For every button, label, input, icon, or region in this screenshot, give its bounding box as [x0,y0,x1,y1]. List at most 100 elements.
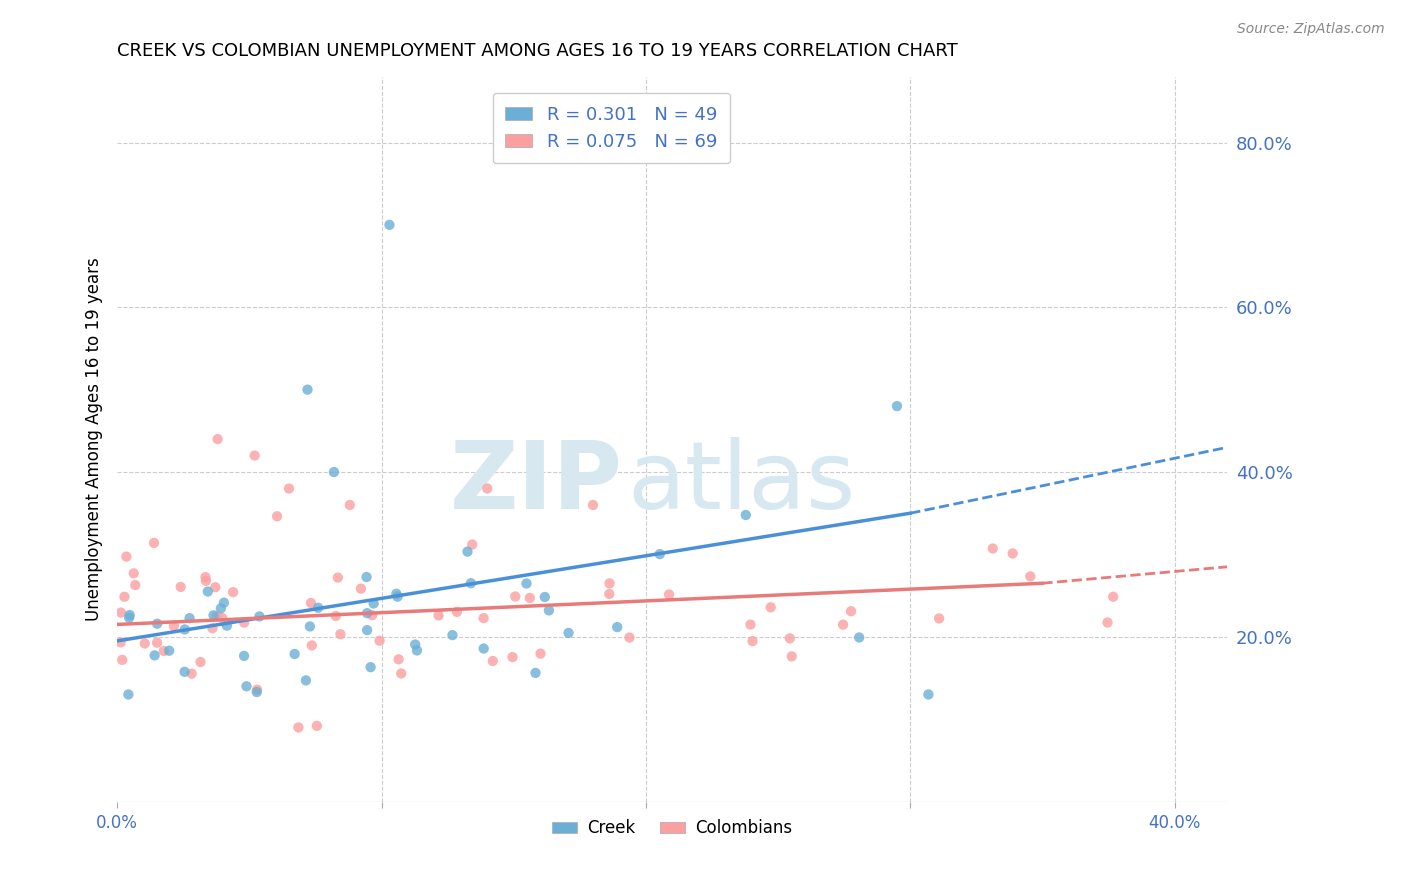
Point [1102,590,1125,604]
Point [246,682,269,697]
Point [146,616,169,631]
Point [1001,546,1024,560]
Point [170,580,193,594]
Point [503,590,526,604]
Point [832,617,855,632]
Point [173,665,195,679]
Point [194,574,217,588]
Point [211,611,233,625]
Point [515,576,537,591]
Point [143,648,166,663]
Point [582,498,605,512]
Text: CREEK VS COLOMBIAN UNEMPLOYMENT AMONG AGES 16 TO 19 YEARS CORRELATION CHART: CREEK VS COLOMBIAN UNEMPLOYMENT AMONG AG… [117,42,957,60]
Point [356,623,378,637]
Point [194,570,217,584]
Point [305,719,328,733]
Point [301,639,323,653]
Point [180,666,202,681]
Point [307,600,329,615]
Point [389,666,412,681]
Point [297,383,319,397]
Point [325,609,347,624]
Point [780,649,803,664]
Point [472,611,495,625]
Point [153,644,176,658]
Point [482,654,505,668]
Point [404,638,426,652]
Point [146,635,169,649]
Point [928,611,950,625]
Point [243,449,266,463]
Point [233,648,256,663]
Point [917,688,939,702]
Point [740,617,762,632]
Point [233,615,256,630]
Point [387,590,409,604]
Point [461,537,484,551]
Point [472,641,495,656]
Point [1097,615,1119,630]
Text: ZIP: ZIP [450,436,623,529]
Point [734,508,756,522]
Point [284,647,307,661]
Point [457,544,479,558]
Point [557,626,579,640]
Point [839,604,862,618]
Point [329,627,352,641]
Point [204,580,226,594]
Point [249,609,271,624]
Point [606,620,628,634]
Legend: Creek, Colombians: Creek, Colombians [546,813,799,844]
Point [378,218,401,232]
Point [361,608,384,623]
Point [118,611,141,625]
Point [110,635,132,649]
Point [157,643,180,657]
Point [533,590,555,604]
Point [207,432,229,446]
Point [202,608,225,623]
Point [122,566,145,581]
Point [215,618,238,632]
Point [886,399,908,413]
Point [537,603,560,617]
Text: Source: ZipAtlas.com: Source: ZipAtlas.com [1237,22,1385,37]
Point [524,665,547,680]
Point [201,621,224,635]
Point [173,623,195,637]
Point [446,605,468,619]
Point [741,634,763,648]
Point [205,609,228,624]
Point [1019,569,1042,583]
Point [124,578,146,592]
Point [648,547,671,561]
Point [235,679,257,693]
Point [197,584,219,599]
Point [441,628,464,642]
Point [356,606,378,620]
Point [619,631,641,645]
Point [529,647,551,661]
Point [339,498,361,512]
Point [212,596,235,610]
Point [477,482,499,496]
Point [278,482,301,496]
Point [368,633,391,648]
Point [848,631,870,645]
Point [388,652,411,666]
Point [360,660,382,674]
Point [759,600,782,615]
Point [118,608,141,623]
Point [298,619,321,633]
Point [350,582,373,596]
Point [658,587,681,601]
Point [163,619,186,633]
Point [406,643,429,657]
Point [287,721,309,735]
Point [115,549,138,564]
Point [502,650,524,665]
Point [519,591,541,605]
Point [356,570,378,584]
Point [246,685,269,699]
Point [299,596,322,610]
